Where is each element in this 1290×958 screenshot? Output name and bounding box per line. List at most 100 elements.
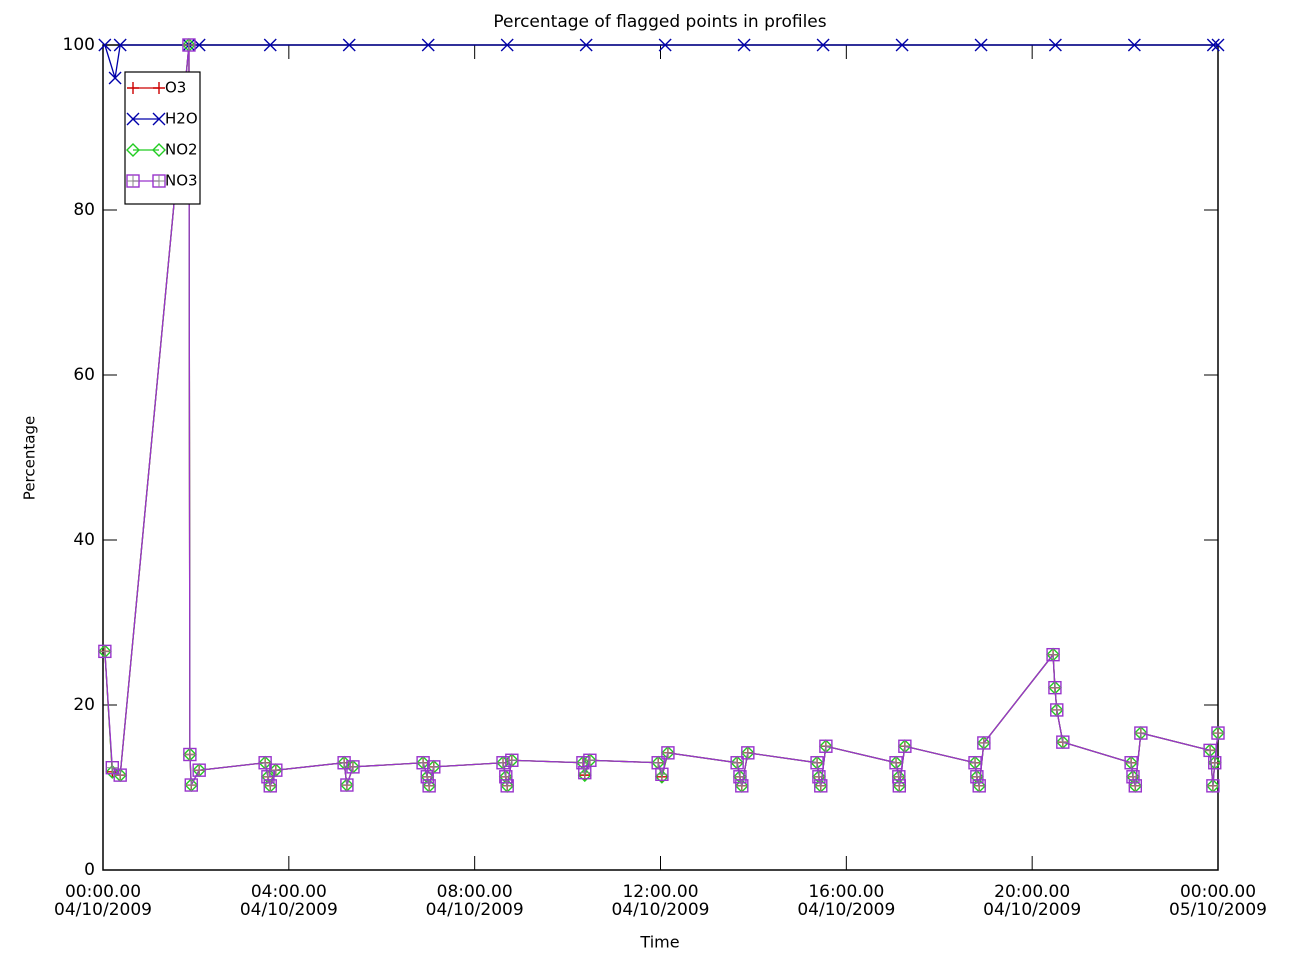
marker-shape [193,764,206,777]
x-tick-label: 08:00.00 [437,882,513,902]
legend-marker [152,174,166,188]
y-tick-label: 100 [63,35,95,55]
marker-shape [1047,648,1060,661]
marker-shape [1208,756,1221,769]
marker-shape [500,38,514,52]
marker-shape [427,760,440,773]
marker-shape [505,754,518,767]
data-point [1048,680,1062,695]
data-point [974,38,988,52]
data-point [184,778,198,792]
series-line [104,44,1219,789]
marker-shape [497,756,510,769]
marker-shape [1056,736,1069,749]
y-tick-label: 80 [73,200,95,220]
data-point [733,770,747,784]
marker-shape [1204,744,1217,757]
marker-shape [1211,38,1225,52]
data-point [1206,779,1220,793]
data-point [816,38,830,52]
x-tick-label: 00:00.00 [65,882,141,902]
data-point [340,778,354,792]
data-point [737,38,751,52]
legend-marker [126,143,140,157]
marker-shape [259,756,272,769]
marker-shape [579,38,593,52]
data-point [263,779,277,793]
data-point [1126,770,1140,784]
marker-shape [655,768,668,781]
x-tick-label: 04/10/2009 [426,900,524,920]
marker-shape [264,779,277,792]
data-point [1124,756,1138,770]
data-point [1211,726,1225,740]
legend-marker [127,82,139,94]
x-tick-label: 00:00.00 [1180,882,1256,902]
data-point [898,739,912,753]
legend-box [124,71,201,205]
x-tick-label: 04/10/2009 [797,900,895,920]
data-point [1127,38,1141,52]
data-point [499,770,513,784]
data-point [192,763,206,777]
data-point [583,753,597,767]
marker-shape [1127,38,1141,52]
data-point [342,38,356,52]
marker-shape [501,779,514,792]
marker-shape [731,756,744,769]
marker-shape [340,779,353,792]
marker-shape [583,754,596,767]
data-point [1048,38,1062,52]
marker-shape [152,143,166,157]
marker-shape [342,38,356,52]
marker-shape [895,38,909,52]
data-point [655,767,669,781]
y-tick-label: 0 [84,860,95,880]
marker-shape [737,38,751,52]
y-tick-label: 20 [73,695,95,715]
marker-shape [1125,756,1138,769]
data-point [970,770,984,784]
x-axis-label: Time [639,933,679,952]
marker-shape [98,645,111,658]
legend-marker [126,112,140,126]
marker-shape [421,38,435,52]
data-point [892,779,906,793]
marker-shape [1134,727,1147,740]
marker-shape [106,761,119,774]
data-point [98,38,112,52]
marker-shape [108,71,122,85]
data-point [427,760,441,774]
data-point [741,746,755,760]
data-point [500,779,514,793]
marker-shape [183,748,196,761]
x-tick-label: 04/10/2009 [612,900,710,920]
marker-shape [1126,770,1139,783]
data-point [105,761,119,775]
marker-shape [1048,38,1062,52]
marker-shape [153,175,165,187]
legend-marker [126,174,140,188]
data-point [661,746,675,760]
series-line [104,44,1219,789]
data-point [113,38,127,52]
data-point [968,756,982,770]
marker-shape [338,756,351,769]
marker-shape [113,38,127,52]
marker-shape [98,38,112,52]
data-point [105,764,120,779]
marker-shape [661,746,674,759]
marker-shape [658,38,672,52]
y-axis-label: Percentage [21,416,39,500]
data-point [895,38,909,52]
data-point [1211,38,1225,52]
data-point [814,779,828,793]
data-point [1128,779,1143,793]
marker-shape [816,38,830,52]
marker-shape [346,760,359,773]
marker-shape [263,38,277,52]
marker-shape [652,756,665,769]
legend-label: NO2 [165,141,198,159]
